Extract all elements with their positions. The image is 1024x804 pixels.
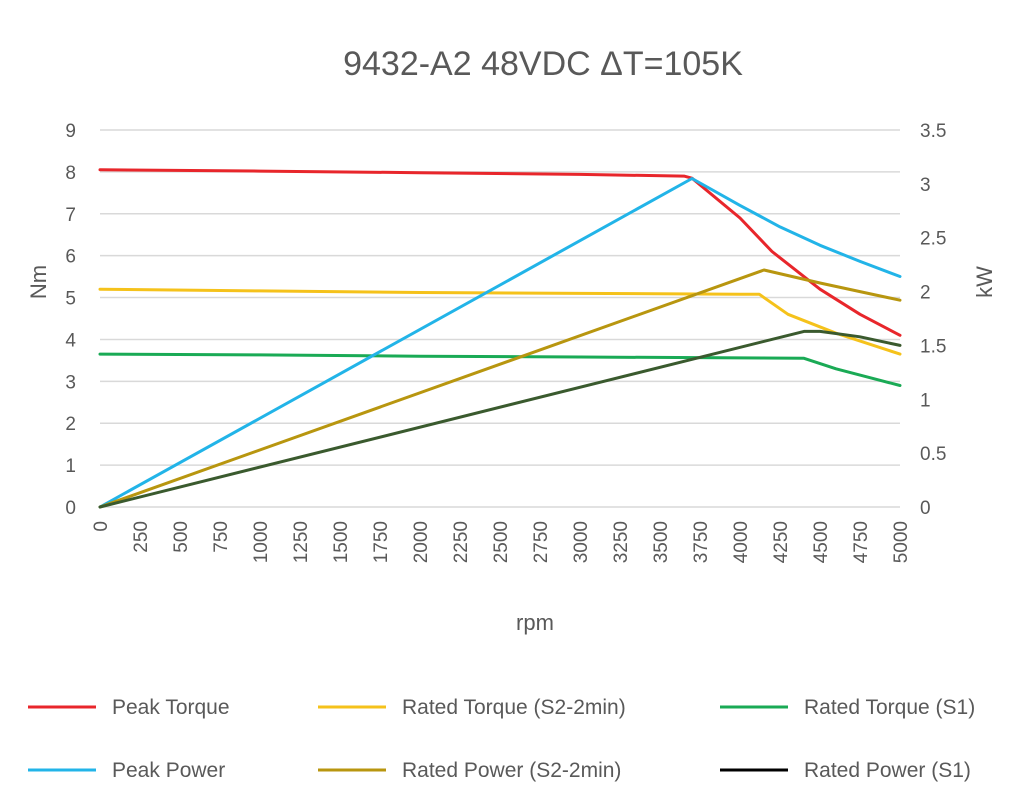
x-tick-label: 3000 [571,521,592,563]
legend: Peak Torque Rated Torque (S2-2min) Rated T… [28,696,975,782]
x-tick-label: 3500 [651,521,672,563]
right-axis-ticks: 0 0.5 1 1.5 2 2.5 3 3.5 [920,121,946,519]
y-axis-left-title: Nm [26,265,51,299]
y-left-tick-label: 7 [65,205,76,226]
y-left-tick-label: 8 [65,163,76,184]
x-tick-label: 5000 [891,521,912,563]
y-left-tick-label: 2 [65,414,76,435]
x-tick-label: 2750 [531,521,552,563]
series-line-peak-power [98,177,902,509]
legend-label: Rated Torque (S1) [804,696,975,719]
y-left-tick-label: 1 [65,456,76,477]
y-axis-right-title: kW [972,266,997,298]
x-tick-label: 2250 [451,521,472,563]
y-right-tick-label: 3 [920,175,931,196]
y-right-tick-label: 1 [920,390,931,411]
legend-label: Peak Torque [112,696,230,719]
y-right-tick-label: 1.5 [920,336,946,357]
y-left-tick-label: 4 [65,330,76,351]
x-tick-label: 4250 [771,521,792,563]
y-right-tick-label: 3.5 [920,121,946,142]
grid-lines [100,129,900,508]
y-left-tick-label: 3 [65,372,76,393]
x-axis-ticks: 0 250 500 750 1000 1250 1500 1750 2000 2250 2500 27… [91,521,912,563]
series-line-rated-power-s2-2min [98,268,902,509]
series-lines [98,168,902,509]
x-tick-label: 0 [91,521,112,532]
x-tick-label: 750 [211,521,232,553]
y-left-tick-label: 6 [65,247,76,268]
y-left-tick-label: 0 [65,498,76,519]
x-tick-label: 3750 [691,521,712,563]
x-tick-label: 4000 [731,521,752,563]
x-tick-label: 250 [131,521,152,553]
x-tick-label: 500 [171,521,192,553]
legend-label: Rated Power (S2-2min) [402,759,621,782]
x-tick-label: 1750 [371,521,392,563]
x-tick-label: 4500 [811,521,832,563]
x-tick-label: 1000 [251,521,272,563]
legend-label: Rated Power (S1) [804,759,971,782]
x-tick-label: 1250 [291,521,312,563]
x-tick-label: 2500 [491,521,512,563]
x-tick-label: 4750 [851,521,872,563]
y-left-tick-label: 9 [65,121,76,142]
x-tick-label: 1500 [331,521,352,563]
legend-label: Rated Torque (S2-2min) [402,696,626,719]
y-right-tick-label: 2.5 [920,229,946,250]
series-line-rated-torque-s1 [98,352,902,387]
legend-label: Peak Power [112,759,225,782]
series-line-rated-power-s1 [98,329,902,509]
y-left-tick-label: 5 [65,289,76,310]
y-right-tick-label: 0.5 [920,444,946,465]
series-line-rated-torque-s2-2min [98,287,902,356]
y-right-tick-label: 0 [920,498,931,519]
chart-title: 9432-A2 48VDC ΔT=105K [343,45,743,83]
left-axis-ticks: 0 1 2 3 4 5 6 7 8 9 [65,121,76,519]
y-right-tick-label: 2 [920,283,931,304]
x-tick-label: 3250 [611,521,632,563]
x-tick-label: 2000 [411,521,432,563]
x-axis-title: rpm [516,610,554,635]
